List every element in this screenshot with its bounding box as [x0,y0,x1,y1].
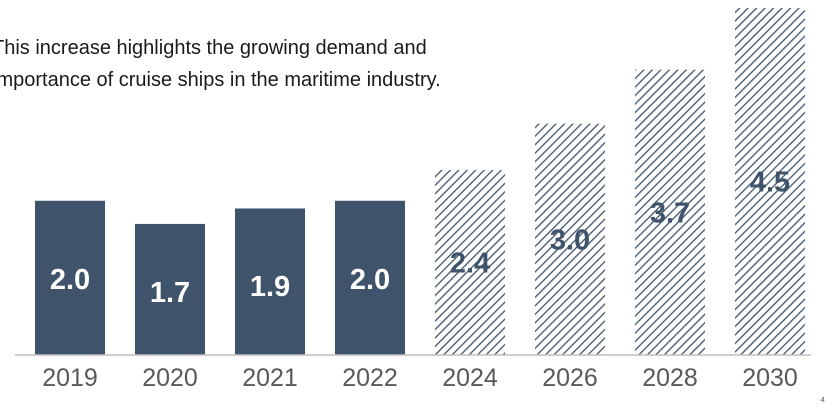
forecast-bar-2030 [735,8,805,355]
x-tick-label-2020: 2020 [142,364,198,392]
data-label-2022: 2.0 [350,264,390,296]
data-label-2024: 2.4 [450,247,490,279]
corner-mark: ₄ [820,390,825,404]
x-tick-label-2030: 2030 [742,364,798,392]
x-tick-label-2024: 2024 [442,364,498,392]
bars-group [35,8,805,356]
data-label-2028: 3.7 [650,197,690,229]
forecast-bar-2024 [435,169,505,355]
data-label-2026: 3.0 [550,224,590,256]
annotation-line-2: importance of cruise ships in the mariti… [0,69,441,91]
data-label-2021: 1.9 [250,271,290,303]
x-tick-label-2028: 2028 [642,364,698,392]
bar-2019 [35,200,105,355]
chart-annotation: This increase highlights the growing dem… [0,32,612,96]
annotation-line-1: This increase highlights the growing dem… [0,37,427,59]
data-labels-group: 2.0 1.7 1.9 2.0 2.4 3.0 3.7 4.5 [50,167,790,310]
bar-2021 [235,208,305,355]
data-label-2019: 2.0 [50,264,90,296]
data-label-2030: 4.5 [750,167,790,199]
bar-2020 [135,223,205,355]
forecast-bar-2026 [535,123,605,356]
forecast-bar-2028 [635,69,705,355]
x-tick-label-2022: 2022 [342,364,398,392]
x-tick-label-2021: 2021 [242,364,298,392]
data-label-2020: 1.7 [150,277,190,309]
x-tick-label-2019: 2019 [42,364,98,392]
x-axis-ticks: 2019 2020 2021 2022 2024 2026 2028 2030 [42,364,798,392]
bar-2022 [335,200,405,355]
x-tick-label-2026: 2026 [542,364,598,392]
